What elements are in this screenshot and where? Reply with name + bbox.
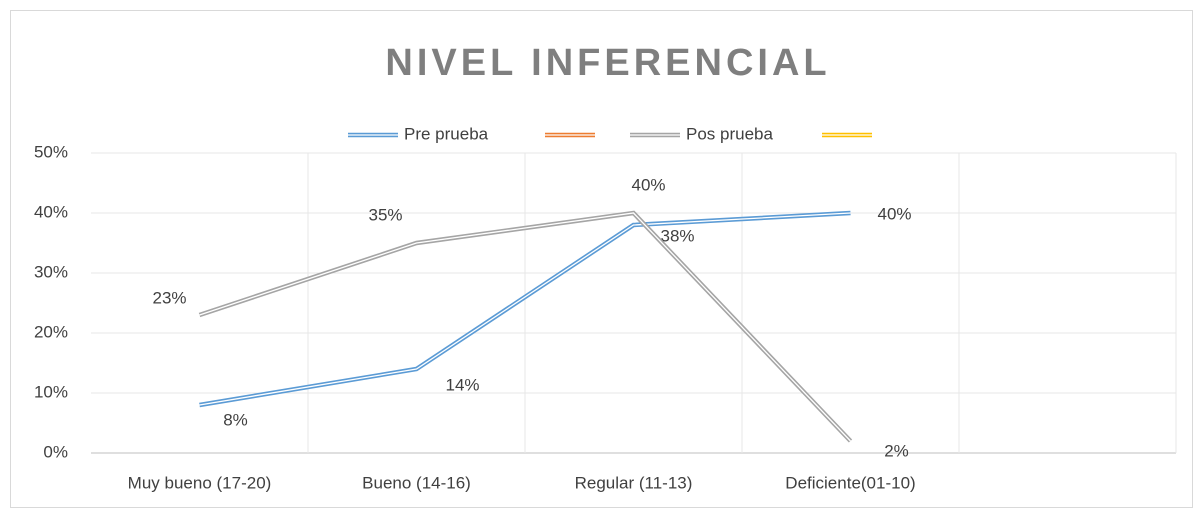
legend-label: Pre prueba <box>404 124 489 143</box>
data-label: 14% <box>445 375 479 394</box>
data-label: 8% <box>223 410 248 429</box>
y-tick-label: 10% <box>34 382 68 401</box>
y-tick-label: 0% <box>43 442 68 461</box>
series-line-inner <box>199 212 851 406</box>
y-tick-label: 20% <box>34 322 68 341</box>
chart-title: NIVEL INFERENCIAL <box>385 42 830 84</box>
y-tick-label: 30% <box>34 262 68 281</box>
x-tick-label: Bueno (14-16) <box>362 473 471 492</box>
series-line-inner <box>199 212 851 442</box>
data-label: 40% <box>631 175 665 194</box>
y-tick-label: 50% <box>34 142 68 161</box>
y-tick-label: 40% <box>34 202 68 221</box>
data-label: 2% <box>884 441 909 460</box>
chart-border <box>10 10 1193 508</box>
x-tick-label: Regular (11-13) <box>575 473 693 492</box>
data-label: 35% <box>368 205 402 224</box>
data-label: 23% <box>152 288 186 307</box>
data-label: 38% <box>660 226 694 245</box>
x-tick-label: Deficiente(01-10) <box>785 473 915 492</box>
legend-label: Pos prueba <box>686 124 773 143</box>
x-tick-label: Muy bueno (17-20) <box>128 473 272 492</box>
data-label: 40% <box>877 204 911 223</box>
